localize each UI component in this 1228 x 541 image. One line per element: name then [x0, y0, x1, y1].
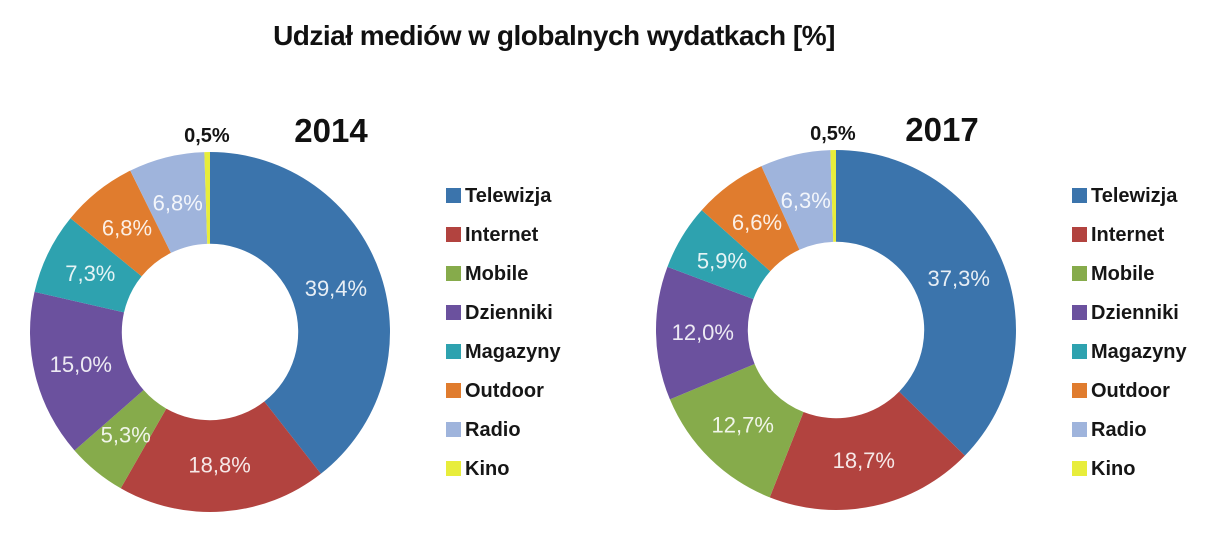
legend-label-dzienniki: Dzienniki: [1091, 301, 1179, 324]
slice-mobile: [74, 390, 167, 489]
slice-value-label-outdoor: 6,8%: [102, 215, 152, 240]
slice-value-label-magazyny: 5,9%: [697, 249, 747, 274]
legend-item-kino: Kino: [446, 449, 561, 488]
legend-swatch-dzienniki: [446, 305, 461, 320]
slice-value-label-telewizja: 39,4%: [305, 276, 367, 301]
legend-label-magazyny: Magazyny: [465, 340, 561, 363]
legend-item-telewizja: Telewizja: [446, 176, 561, 215]
slice-value-label-radio: 6,8%: [153, 190, 203, 215]
legend-swatch-outdoor: [446, 383, 461, 398]
slice-value-label-outdoor: 6,6%: [732, 210, 782, 235]
legend-label-internet: Internet: [465, 223, 539, 246]
legend-swatch-outdoor: [1072, 383, 1087, 398]
slice-magazyny: [34, 218, 142, 313]
slice-mobile: [669, 364, 804, 498]
chart-year-label-2014: 2014: [294, 112, 368, 149]
legend-swatch-kino: [446, 461, 461, 476]
legend-label-kino: Kino: [1091, 457, 1136, 480]
legend-2014: Telewizja Internet Mobile Dzienniki Magazyny…: [446, 176, 561, 488]
slice-telewizja: [210, 152, 391, 474]
legend-item-outdoor: Outdoor: [446, 371, 561, 410]
legend-swatch-magazyny: [1072, 344, 1087, 359]
legend-swatch-internet: [446, 227, 461, 242]
slice-magazyny: [667, 210, 771, 300]
slice-radio: [761, 150, 834, 250]
slice-value-label-mobile: 12,7%: [712, 413, 774, 438]
slice-telewizja: [836, 150, 1017, 456]
legend-label-kino: Kino: [465, 457, 510, 480]
legend-label-mobile: Mobile: [1091, 262, 1155, 285]
legend-label-magazyny: Magazyny: [1091, 340, 1187, 363]
legend-item-magazyny: Magazyny: [1072, 332, 1187, 371]
legend-2017: Telewizja Internet Mobile Dzienniki Magazyny…: [1072, 176, 1187, 488]
slice-internet: [120, 401, 321, 513]
slice-value-label-kino: 0,5%: [184, 125, 230, 147]
slice-kino: [830, 150, 836, 242]
legend-item-internet: Internet: [446, 215, 561, 254]
legend-item-dzienniki: Dzienniki: [1072, 293, 1187, 332]
slice-outdoor: [70, 170, 171, 277]
slice-value-label-radio: 6,3%: [781, 188, 831, 213]
legend-item-magazyny: Magazyny: [446, 332, 561, 371]
legend-swatch-magazyny: [446, 344, 461, 359]
slice-dzienniki: [655, 266, 755, 400]
legend-label-telewizja: Telewizja: [1091, 184, 1178, 207]
donut-chart-2017: 37,3% 18,7% 12,7% 12,0% 5,9% 6,6%6,3% 0,5%: [655, 123, 1017, 510]
legend-item-internet: Internet: [1072, 215, 1187, 254]
slice-value-label-dzienniki: 15,0%: [50, 352, 112, 377]
legend-item-dzienniki: Dzienniki: [446, 293, 561, 332]
legend-swatch-mobile: [1072, 266, 1087, 281]
legend-item-kino: Kino: [1072, 449, 1187, 488]
legend-swatch-mobile: [446, 266, 461, 281]
slice-kino: [204, 152, 210, 244]
chart-year-label-2017: 2017: [905, 111, 979, 148]
slice-radio: [130, 152, 208, 253]
legend-label-mobile: Mobile: [465, 262, 529, 285]
slice-dzienniki: [29, 291, 144, 451]
legend-label-radio: Radio: [465, 418, 521, 441]
page-title: Udział mediów w globalnych wydatkach [%]: [273, 20, 835, 51]
legend-label-telewizja: Telewizja: [465, 184, 552, 207]
legend-item-mobile: Mobile: [446, 254, 561, 293]
slice-value-label-dzienniki: 12,0%: [672, 320, 734, 345]
legend-swatch-telewizja: [446, 188, 461, 203]
legend-swatch-internet: [1072, 227, 1087, 242]
legend-item-mobile: Mobile: [1072, 254, 1187, 293]
donut-chart-2014: 39,4% 18,8% 5,3% 15,0% 7,3% 6,8%6,8% 0,5%: [29, 125, 391, 513]
slice-value-label-mobile: 5,3%: [101, 423, 151, 448]
legend-swatch-dzienniki: [1072, 305, 1087, 320]
legend-label-outdoor: Outdoor: [1091, 379, 1170, 402]
legend-item-telewizja: Telewizja: [1072, 176, 1187, 215]
slice-value-label-magazyny: 7,3%: [65, 261, 115, 286]
legend-item-radio: Radio: [1072, 410, 1187, 449]
slice-value-label-internet: 18,7%: [833, 448, 895, 473]
legend-label-radio: Radio: [1091, 418, 1147, 441]
slice-internet: [769, 391, 965, 510]
slice-value-label-telewizja: 37,3%: [928, 266, 990, 291]
legend-label-outdoor: Outdoor: [465, 379, 544, 402]
legend-swatch-radio: [1072, 422, 1087, 437]
slice-value-label-internet: 18,8%: [188, 452, 250, 477]
legend-label-internet: Internet: [1091, 223, 1165, 246]
legend-item-outdoor: Outdoor: [1072, 371, 1187, 410]
legend-item-radio: Radio: [446, 410, 561, 449]
slice-outdoor: [701, 166, 800, 272]
slice-value-label-kino: 0,5%: [810, 123, 856, 145]
legend-swatch-kino: [1072, 461, 1087, 476]
legend-swatch-telewizja: [1072, 188, 1087, 203]
legend-label-dzienniki: Dzienniki: [465, 301, 553, 324]
legend-swatch-radio: [446, 422, 461, 437]
